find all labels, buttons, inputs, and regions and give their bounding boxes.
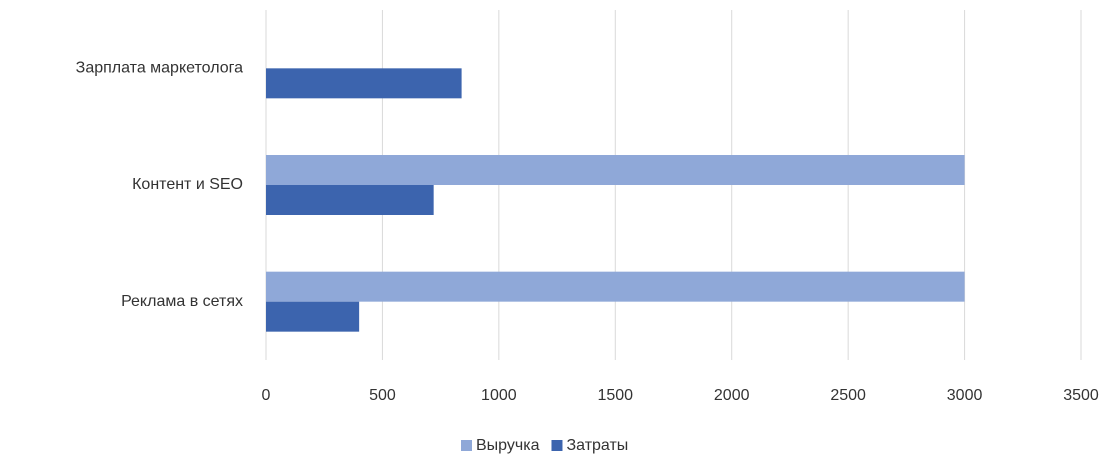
bar [266, 301, 360, 332]
y-tick-label: Зарплата маркетолога [76, 60, 243, 77]
x-tick-label: 0 [262, 387, 271, 404]
x-tick-label: 2500 [830, 387, 866, 404]
x-tick-label: 1000 [481, 387, 517, 404]
legend-label: Затраты [566, 437, 628, 454]
x-tick-label: 2000 [714, 387, 750, 404]
bar [266, 155, 965, 185]
y-tick-label: Реклама в сетях [121, 293, 243, 310]
y-tick-label: Контент и SEO [132, 176, 243, 193]
legend-label: Выручка [476, 437, 540, 454]
x-tick-label: 500 [369, 387, 396, 404]
x-tick-label: 3500 [1063, 387, 1099, 404]
bar [266, 185, 434, 215]
bar [266, 271, 965, 302]
legend-swatch [461, 440, 472, 451]
bar [266, 68, 462, 99]
x-tick-label: 1500 [597, 387, 633, 404]
legend-swatch [551, 440, 563, 451]
x-tick-label: 3000 [947, 387, 983, 404]
